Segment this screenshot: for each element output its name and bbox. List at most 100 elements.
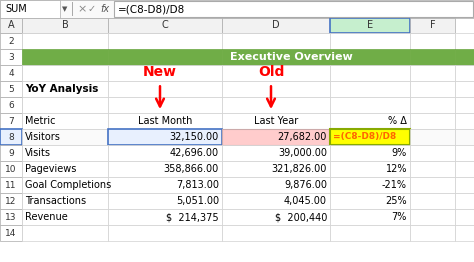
Text: 11: 11 [5, 181, 17, 189]
Text: 10: 10 [5, 165, 17, 173]
Text: 321,826.00: 321,826.00 [272, 164, 327, 174]
FancyBboxPatch shape [72, 2, 73, 16]
FancyBboxPatch shape [455, 177, 474, 193]
FancyBboxPatch shape [0, 49, 22, 65]
FancyBboxPatch shape [455, 209, 474, 225]
FancyBboxPatch shape [0, 113, 22, 129]
Text: E: E [367, 20, 373, 30]
Text: 7%: 7% [392, 212, 407, 222]
FancyBboxPatch shape [410, 209, 455, 225]
FancyBboxPatch shape [330, 18, 410, 33]
Text: 3: 3 [8, 52, 14, 62]
FancyBboxPatch shape [108, 81, 222, 97]
FancyBboxPatch shape [108, 33, 222, 49]
Text: 5: 5 [8, 85, 14, 94]
FancyBboxPatch shape [0, 129, 22, 145]
Text: ▼: ▼ [62, 6, 67, 12]
FancyBboxPatch shape [330, 65, 410, 81]
FancyBboxPatch shape [455, 161, 474, 177]
Text: A: A [8, 20, 14, 30]
FancyBboxPatch shape [22, 49, 108, 65]
Text: -21%: -21% [382, 180, 407, 190]
FancyBboxPatch shape [222, 161, 330, 177]
Text: Last Month: Last Month [138, 116, 192, 126]
FancyBboxPatch shape [0, 81, 22, 97]
FancyBboxPatch shape [108, 225, 222, 241]
Text: 6: 6 [8, 101, 14, 110]
Text: Visits: Visits [25, 148, 51, 158]
FancyBboxPatch shape [108, 129, 222, 145]
FancyBboxPatch shape [330, 129, 410, 145]
FancyBboxPatch shape [222, 129, 330, 145]
Text: Metric: Metric [25, 116, 55, 126]
Text: % Δ: % Δ [388, 116, 407, 126]
FancyBboxPatch shape [330, 209, 410, 225]
Text: 5,051.00: 5,051.00 [176, 196, 219, 206]
FancyBboxPatch shape [455, 81, 474, 97]
FancyBboxPatch shape [0, 0, 474, 18]
FancyBboxPatch shape [455, 145, 474, 161]
FancyBboxPatch shape [410, 225, 455, 241]
FancyBboxPatch shape [0, 18, 22, 33]
FancyBboxPatch shape [455, 193, 474, 209]
FancyBboxPatch shape [22, 145, 108, 161]
FancyBboxPatch shape [222, 177, 330, 193]
FancyBboxPatch shape [222, 97, 330, 113]
Text: C: C [162, 20, 168, 30]
FancyBboxPatch shape [410, 65, 455, 81]
FancyBboxPatch shape [108, 177, 222, 193]
FancyBboxPatch shape [22, 33, 108, 49]
Text: 12: 12 [5, 196, 17, 205]
FancyBboxPatch shape [108, 97, 222, 113]
Text: 32,150.00: 32,150.00 [170, 132, 219, 142]
FancyBboxPatch shape [108, 209, 222, 225]
Text: F: F [430, 20, 435, 30]
FancyBboxPatch shape [22, 81, 108, 97]
FancyBboxPatch shape [410, 97, 455, 113]
FancyBboxPatch shape [0, 65, 22, 81]
Text: Visitors: Visitors [25, 132, 61, 142]
FancyBboxPatch shape [0, 33, 22, 49]
Text: SUM: SUM [5, 4, 27, 14]
FancyBboxPatch shape [410, 177, 455, 193]
FancyBboxPatch shape [455, 65, 474, 81]
Text: 27,682.00: 27,682.00 [278, 132, 327, 142]
FancyBboxPatch shape [330, 97, 410, 113]
FancyBboxPatch shape [108, 49, 222, 65]
Text: B: B [62, 20, 68, 30]
FancyBboxPatch shape [108, 65, 222, 81]
FancyBboxPatch shape [108, 18, 222, 33]
FancyBboxPatch shape [455, 33, 474, 49]
Text: 9: 9 [8, 149, 14, 157]
FancyBboxPatch shape [410, 145, 455, 161]
FancyBboxPatch shape [0, 97, 22, 113]
FancyBboxPatch shape [222, 81, 330, 97]
Text: 9%: 9% [392, 148, 407, 158]
FancyBboxPatch shape [0, 145, 22, 161]
FancyBboxPatch shape [410, 49, 455, 65]
Text: 2: 2 [8, 36, 14, 46]
FancyBboxPatch shape [22, 97, 108, 113]
FancyBboxPatch shape [22, 113, 108, 129]
FancyBboxPatch shape [22, 161, 108, 177]
Text: 4,045.00: 4,045.00 [284, 196, 327, 206]
FancyBboxPatch shape [222, 65, 330, 81]
FancyBboxPatch shape [0, 161, 22, 177]
Text: YoY Analysis: YoY Analysis [25, 84, 99, 94]
Text: Executive Overview: Executive Overview [229, 52, 352, 62]
FancyBboxPatch shape [330, 193, 410, 209]
FancyBboxPatch shape [222, 113, 330, 129]
Text: 358,866.00: 358,866.00 [164, 164, 219, 174]
Text: 7,813.00: 7,813.00 [176, 180, 219, 190]
Text: $  200,440: $ 200,440 [274, 212, 327, 222]
FancyBboxPatch shape [330, 113, 410, 129]
Text: 8: 8 [8, 133, 14, 141]
FancyBboxPatch shape [455, 49, 474, 65]
FancyBboxPatch shape [222, 18, 330, 33]
FancyBboxPatch shape [114, 1, 473, 17]
FancyBboxPatch shape [410, 129, 455, 145]
Text: 42,696.00: 42,696.00 [170, 148, 219, 158]
Text: New: New [143, 65, 177, 79]
FancyBboxPatch shape [22, 129, 108, 145]
Text: 4: 4 [8, 68, 14, 78]
